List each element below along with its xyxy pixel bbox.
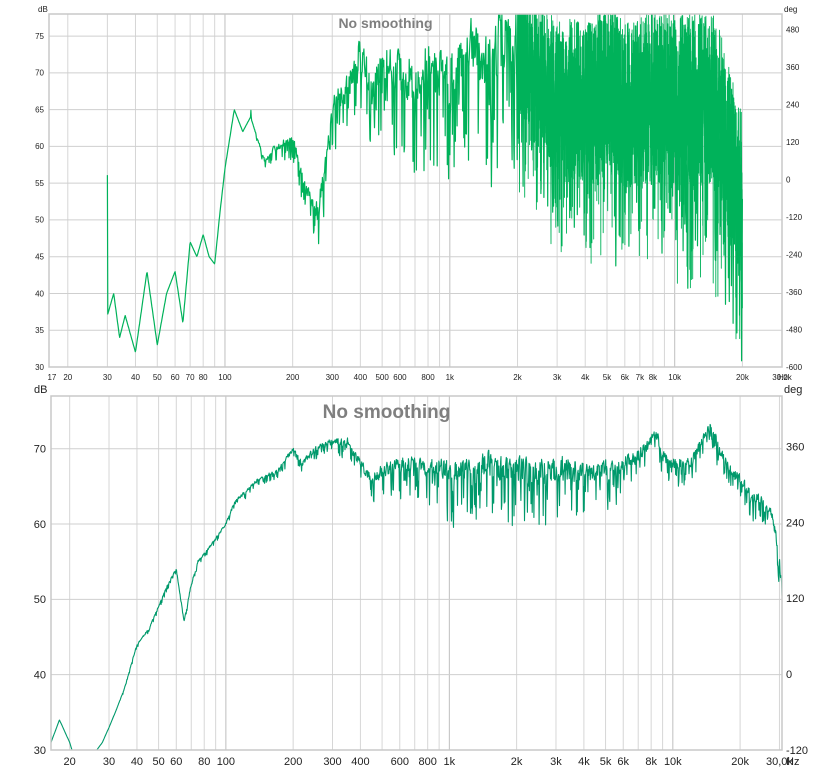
x-axis-tick-label: 3k xyxy=(553,373,562,382)
left-axis-unit: dB xyxy=(34,384,47,396)
left-axis-tick-label: 70 xyxy=(35,69,44,78)
x-axis-tick-label: 17 xyxy=(47,373,56,382)
x-axis-tick-label: 30.0k xyxy=(772,373,793,382)
x-axis-tick-label: 6k xyxy=(621,373,630,382)
x-axis-tick-label: 500 xyxy=(375,373,389,382)
x-axis-tick-label: 20 xyxy=(63,373,72,382)
x-axis-tick-label: 4k xyxy=(581,373,590,382)
right-axis-tick-label: -480 xyxy=(786,325,803,334)
x-axis-tick-label: 600 xyxy=(393,373,407,382)
chart-title: No smoothing xyxy=(323,402,451,423)
right-axis-tick-label: 0 xyxy=(786,669,792,681)
x-axis-tick-label: 600 xyxy=(391,756,409,768)
x-axis-tick-label: 3k xyxy=(550,756,562,768)
left-axis-tick-label: 50 xyxy=(35,216,44,225)
x-axis-tick-label: 400 xyxy=(351,756,369,768)
response-curve-dense xyxy=(517,13,743,340)
left-axis-tick-label: 35 xyxy=(35,326,44,335)
x-axis-tick-label: 2k xyxy=(513,373,522,382)
x-axis-tick-label: 70 xyxy=(186,373,195,382)
right-axis-tick-label: 360 xyxy=(786,63,800,72)
x-axis-tick-label: 40 xyxy=(131,373,140,382)
chart-top: No smoothing 30 35 40 45 50 55 60 65 70 75 -600 -480… xyxy=(35,5,802,382)
plot-frame xyxy=(50,395,783,751)
left-axis-tick-label: 60 xyxy=(35,142,44,151)
x-axis-tick-label: 1k xyxy=(446,373,455,382)
left-axis-tick-label: 55 xyxy=(35,179,44,188)
x-axis-tick-label: 5k xyxy=(600,756,612,768)
x-axis-tick-label: 60 xyxy=(171,373,180,382)
x-axis-tick-label: 100 xyxy=(218,373,232,382)
right-axis-tick-label: 240 xyxy=(786,517,804,529)
left-axis-tick-label: 60 xyxy=(34,519,46,531)
x-axis-tick-label: 50 xyxy=(153,373,162,382)
x-axis-tick-label: 80 xyxy=(198,756,210,768)
x-axis-tick-label: 200 xyxy=(286,373,300,382)
right-axis-tick-label: 120 xyxy=(786,593,804,605)
x-axis-tick-label: 4k xyxy=(578,756,590,768)
x-axis-tick-label: 2k xyxy=(511,756,523,768)
right-axis-tick-label: 360 xyxy=(786,441,804,453)
right-axis-unit: deg xyxy=(784,5,797,14)
response-curve xyxy=(50,423,783,751)
left-axis-tick-label: 40 xyxy=(34,670,46,682)
left-axis-tick-label: 30 xyxy=(34,745,46,757)
x-axis-tick-label: 20k xyxy=(736,373,750,382)
right-axis-tick-label: -600 xyxy=(786,363,803,372)
left-axis-unit: dB xyxy=(38,5,48,14)
x-axis-tick-label: 10k xyxy=(664,756,682,768)
right-axis-tick-label: -120 xyxy=(786,213,803,222)
right-axis-tick-label: 0 xyxy=(786,175,791,184)
x-axis-tick-label: 400 xyxy=(354,373,368,382)
left-axis-tick-label: 50 xyxy=(34,594,46,606)
x-axis-tick-label: 100 xyxy=(217,756,235,768)
right-axis-tick-label: 240 xyxy=(786,100,800,109)
right-axis-tick-label: 480 xyxy=(786,25,800,34)
x-axis-tick-label: 20 xyxy=(64,756,76,768)
left-axis-tick-label: 40 xyxy=(35,289,44,298)
right-axis-tick-label: 120 xyxy=(786,138,800,147)
x-axis-tick-label: 5k xyxy=(603,373,612,382)
x-axis-tick-label: 80 xyxy=(199,373,208,382)
right-axis-unit: deg xyxy=(784,384,802,396)
chart-bottom: No smoothing 30 40 50 60 70 -120 0 120 240 360 20 30… xyxy=(34,384,808,768)
left-axis-tick-label: 75 xyxy=(35,32,44,41)
x-axis-tick-label: 10k xyxy=(668,373,682,382)
plot-frame xyxy=(48,13,783,368)
x-axis-tick-label: 7k xyxy=(636,373,645,382)
x-axis-tick-label: 300 xyxy=(323,756,341,768)
x-axis-tick-label: 200 xyxy=(284,756,302,768)
x-axis-tick-label: 800 xyxy=(419,756,437,768)
right-axis-tick-label: -120 xyxy=(786,745,808,757)
x-axis-tick-label: 1k xyxy=(444,756,456,768)
x-axis-tick-label: 30 xyxy=(103,373,112,382)
x-axis-tick-label: 8k xyxy=(649,373,658,382)
response-curve xyxy=(106,13,744,362)
right-axis-tick-label: -240 xyxy=(786,250,803,259)
x-axis-tick-label: 6k xyxy=(617,756,629,768)
x-axis-tick-label: 50 xyxy=(152,756,164,768)
left-axis-tick-label: 30 xyxy=(35,363,44,372)
right-axis-tick-label: -360 xyxy=(786,288,803,297)
x-axis-unit: Hz xyxy=(786,756,799,768)
x-axis-tick-label: 300 xyxy=(326,373,340,382)
x-axis-tick-label: 40 xyxy=(131,756,143,768)
x-axis-tick-label: 20k xyxy=(731,756,749,768)
x-axis-unit: Hz xyxy=(778,373,788,382)
left-axis-tick-label: 45 xyxy=(35,252,44,261)
x-axis-tick-label: 30,0k xyxy=(766,756,793,768)
x-axis-tick-label: 60 xyxy=(170,756,182,768)
chart-title: No smoothing xyxy=(338,15,432,31)
left-axis-tick-label: 70 xyxy=(34,444,46,456)
x-axis-tick-label: 30 xyxy=(103,756,115,768)
x-axis-tick-label: 800 xyxy=(421,373,435,382)
x-axis-tick-label: 8k xyxy=(645,756,657,768)
left-axis-tick-label: 65 xyxy=(35,105,44,114)
